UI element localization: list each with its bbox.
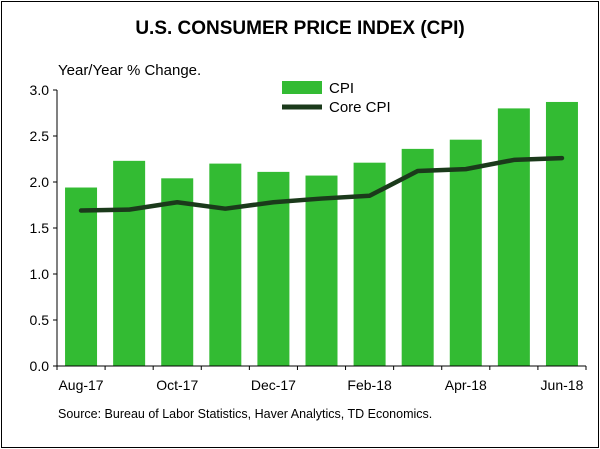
cpi-bar-aug-17 [65, 187, 98, 366]
x-tick-label: Oct-17 [156, 377, 198, 393]
x-tick-label: Jun-18 [541, 377, 584, 393]
cpi-bar-apr-18 [449, 139, 482, 366]
cpi-bar-feb-18 [353, 162, 386, 366]
cpi-bars [65, 101, 578, 367]
x-tick-label: Feb-18 [347, 377, 392, 393]
cpi-bar-jan-18 [305, 175, 338, 366]
axes [56, 90, 586, 367]
cpi-bar-mar-18 [401, 148, 434, 366]
y-tick-label: 1.5 [30, 220, 50, 236]
cpi-bar-jun-18 [545, 101, 578, 367]
x-axis-ticks: Aug-17 Oct-17 Dec-17 Feb-18 Apr-18 Jun-18 [56, 366, 587, 393]
cpi-bar-sep-17 [113, 160, 146, 366]
cpi-bar-oct-17 [161, 178, 194, 366]
chart-title: U.S. CONSUMER PRICE INDEX (CPI) [135, 18, 465, 39]
x-tick-label: Aug-17 [58, 377, 103, 393]
legend-swatch-cpi [282, 81, 322, 94]
y-tick-label: 2.5 [30, 128, 50, 144]
y-axis-label: Year/Year % Change. [58, 62, 202, 79]
source-note: Source: Bureau of Labor Statistics, Have… [58, 407, 433, 421]
y-tick-label: 2.0 [30, 174, 50, 190]
y-axis-ticks: 0.0 0.5 1.0 1.5 2.0 2.5 3.0 [30, 82, 57, 374]
y-tick-label: 0.5 [30, 312, 50, 328]
x-tick-label: Apr-18 [445, 377, 487, 393]
legend: CPI Core CPI [282, 80, 391, 116]
x-tick-label: Dec-17 [251, 377, 296, 393]
y-tick-label: 0.0 [30, 358, 50, 374]
y-tick-label: 1.0 [30, 266, 50, 282]
cpi-bar-may-18 [497, 108, 530, 367]
cpi-bar-nov-17 [209, 163, 242, 366]
core-cpi-line [78, 155, 565, 213]
y-tick-label: 3.0 [30, 82, 50, 98]
legend-label-cpi: CPI [329, 80, 354, 97]
legend-label-core-cpi: Core CPI [329, 99, 391, 116]
